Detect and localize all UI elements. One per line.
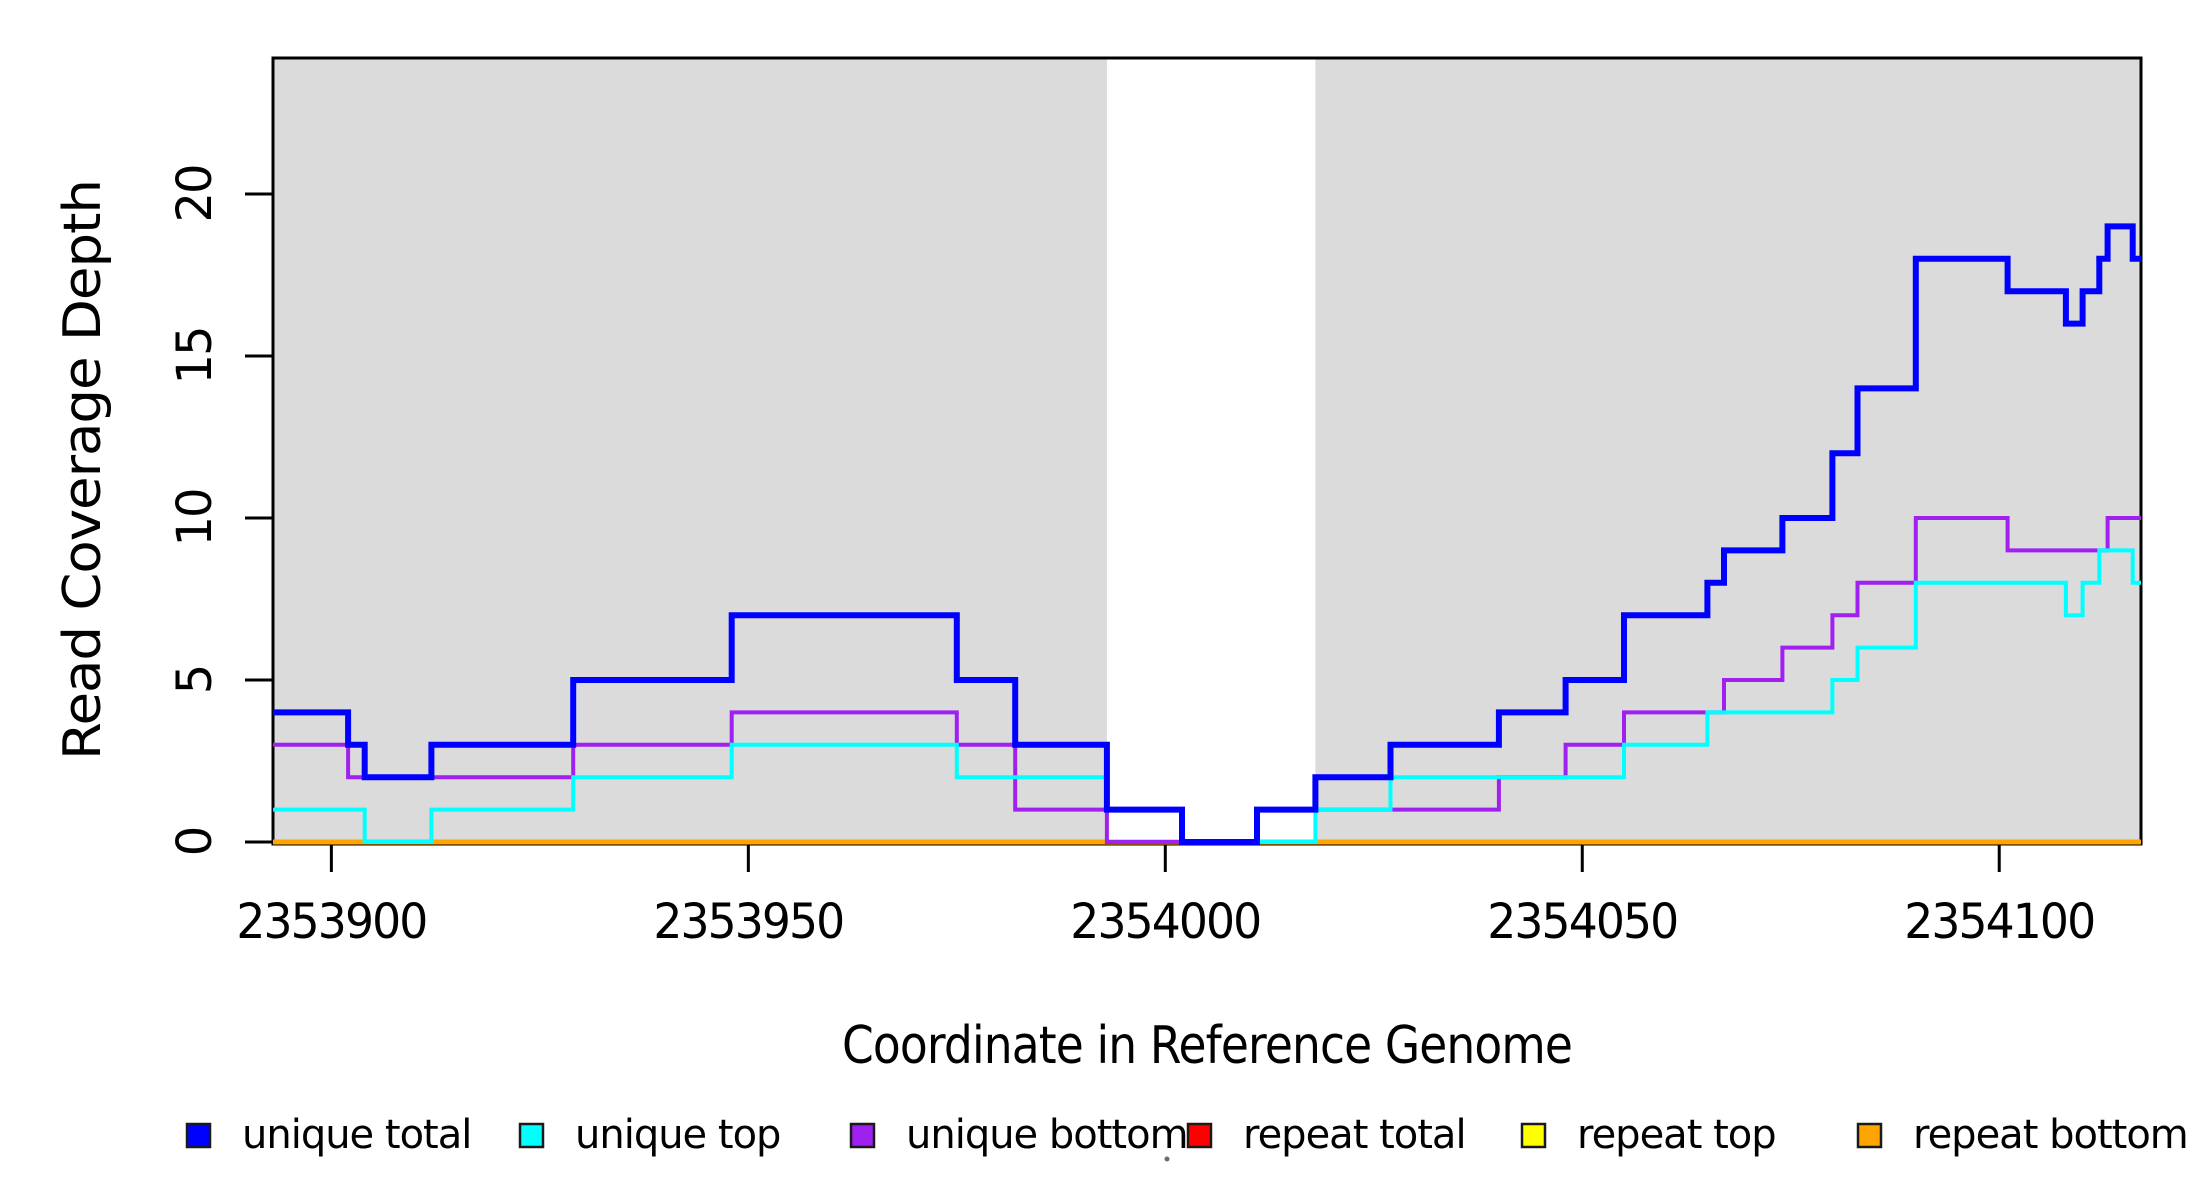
y-tick-label: 0	[167, 828, 223, 857]
x-axis-title: Coordinate in Reference Genome	[842, 1016, 1572, 1076]
legend-swatch-repeat-total	[1186, 1122, 1213, 1149]
legend-label-unique-bottom: unique bottom	[906, 1112, 1188, 1158]
legend-label-unique-total: unique total	[242, 1112, 471, 1158]
legend: unique total unique top unique bottom repea…	[185, 1112, 2189, 1158]
legend-swatch-unique-total	[185, 1122, 212, 1149]
legend-label-unique-top: unique top	[575, 1112, 780, 1158]
x-tick-label: 2354100	[1904, 894, 2094, 950]
x-tick-label: 2353900	[236, 894, 426, 950]
series-lines	[273, 223, 2141, 845]
y-tick-label: 10	[167, 489, 223, 546]
x-tick-label: 2354000	[1070, 894, 1260, 950]
line-unique-top	[273, 548, 2141, 844]
x-tick-label: 2353950	[653, 894, 843, 950]
shaded-regions	[273, 58, 2141, 844]
legend-swatch-repeat-top	[1520, 1122, 1547, 1149]
y-axis-ticks: 0 5 10 15 20	[167, 165, 273, 856]
x-axis-ticks: 2353900 2353950 2354000 2354050 2354100	[236, 844, 2096, 950]
x-tick-label: 2354050	[1487, 894, 1677, 950]
legend-label-repeat-total: repeat total	[1243, 1112, 1466, 1158]
y-tick-label: 5	[167, 666, 223, 695]
legend-label-repeat-bottom: repeat bottom	[1913, 1112, 2188, 1158]
line-unique-bottom	[273, 516, 2141, 844]
stray-dot-artifact	[1164, 1156, 1170, 1162]
y-tick-label: 15	[167, 327, 223, 384]
legend-swatch-unique-bottom	[849, 1122, 876, 1149]
y-tick-label: 20	[167, 165, 223, 222]
legend-label-repeat-top: repeat top	[1577, 1112, 1776, 1158]
legend-swatch-repeat-bottom	[1856, 1122, 1883, 1149]
y-axis-title: Read Coverage Depth	[53, 180, 113, 760]
legend-swatch-unique-top	[518, 1122, 545, 1149]
line-unique-total	[273, 223, 2141, 845]
shaded-region-2	[1315, 58, 2141, 844]
shaded-region-1	[273, 58, 1107, 844]
